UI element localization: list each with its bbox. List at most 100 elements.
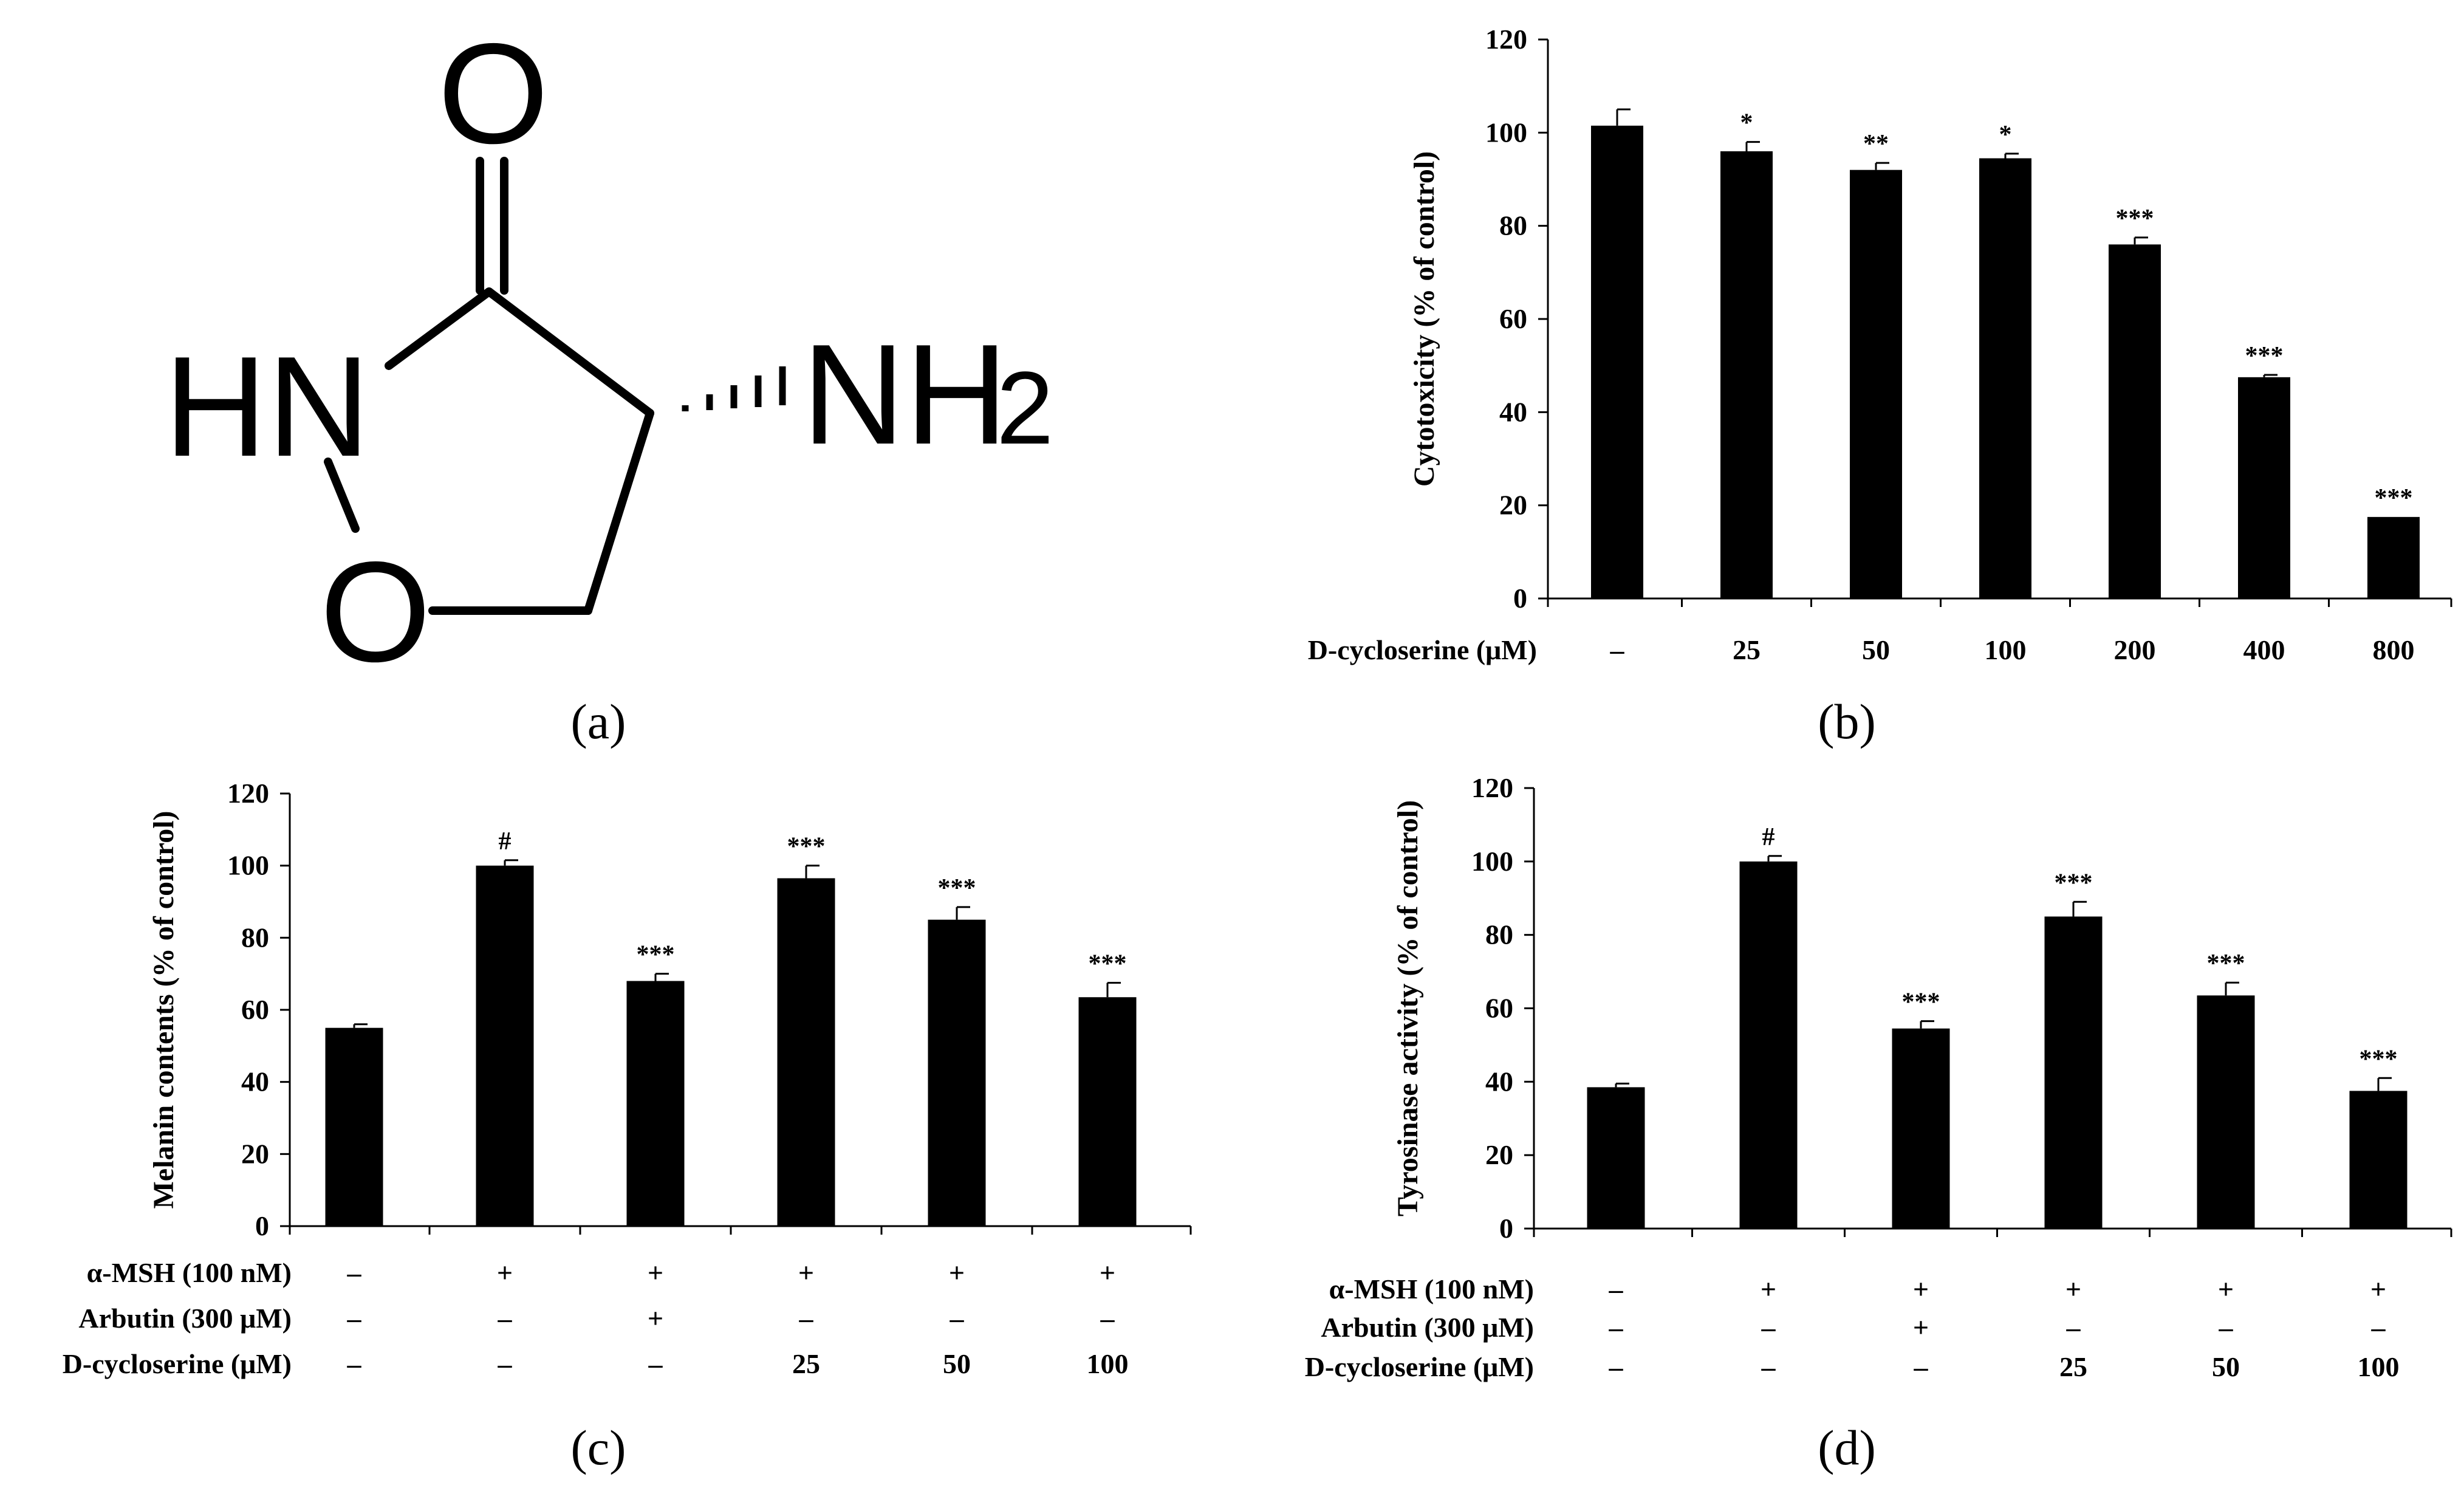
treatment-row-value: 50 (1862, 634, 1890, 665)
bar (1720, 151, 1773, 598)
treatment-row-value: – (1609, 1274, 1624, 1305)
y-axis-label: Tyrosinase activity (% of control) (1392, 800, 1424, 1216)
bar (1892, 1028, 1950, 1229)
molecule-structure: O HN O NH 2 (164, 13, 1054, 691)
y-tick-label: 60 (1485, 993, 1513, 1024)
panel-label-d: (d) (1818, 1420, 1876, 1475)
panel-label-b: (b) (1818, 694, 1876, 749)
bar (1587, 1087, 1645, 1229)
significance-label: *** (2055, 869, 2093, 897)
significance-label: *** (2375, 484, 2413, 512)
bar (777, 878, 835, 1226)
atom-hn: HN (164, 326, 370, 486)
treatment-row-label: D-cycloserine (μM) (1305, 1351, 1534, 1382)
treatment-row-value: + (2065, 1274, 2081, 1305)
treatment-row-value: 800 (2373, 634, 2415, 665)
hashed-wedge-bond (682, 366, 786, 411)
y-tick-label: 100 (1485, 117, 1527, 148)
panel-label-a: (a) (570, 694, 626, 749)
treatment-row-value: 100 (2358, 1351, 2400, 1382)
significance-label: *** (938, 874, 976, 902)
significance-label: *** (2360, 1045, 2398, 1073)
bar (2238, 377, 2290, 598)
atom-nh: NH (802, 314, 1008, 474)
treatment-row-label: Arbutin (300 μM) (1321, 1312, 1534, 1343)
treatment-row-value: – (1100, 1303, 1115, 1334)
y-tick-label: 40 (1485, 1066, 1513, 1097)
treatment-row-label: α-MSH (100 nM) (1329, 1274, 1534, 1305)
bar (1979, 158, 2031, 598)
bond-c3-c4 (485, 287, 654, 417)
significance-label: *** (1902, 989, 1940, 1017)
treatment-row-value: 200 (2114, 634, 2156, 665)
treatment-row-value: – (1609, 1312, 1624, 1343)
treatment-row-label: α-MSH (100 nM) (87, 1257, 292, 1288)
treatment-row-value: + (1100, 1257, 1115, 1288)
y-tick-label: 60 (241, 994, 269, 1025)
treatment-row-value: + (1761, 1274, 1776, 1305)
treatment-row-value: – (799, 1303, 814, 1334)
treatment-row-value: 100 (1985, 634, 2027, 665)
bar (1078, 997, 1137, 1226)
treatment-row-label: D-cycloserine (μM) (63, 1348, 292, 1379)
treatment-row-value: + (798, 1257, 814, 1288)
y-tick-label: 40 (1499, 396, 1527, 427)
treatment-row-value: + (648, 1303, 663, 1334)
treatment-row-label: Arbutin (300 μM) (78, 1303, 292, 1334)
significance-label: * (1999, 121, 2012, 149)
significance-label: *** (2116, 205, 2154, 233)
y-tick-label: 20 (1499, 490, 1527, 521)
y-tick-label: 0 (1499, 1213, 1513, 1244)
chart-tyrosinase-activity: 0 20 40 60 80 100 120 Tyrosinase activity (% of… (1305, 772, 2452, 1382)
bar (928, 919, 986, 1226)
treatment-row-value: – (347, 1303, 362, 1334)
atom-subscript-2: 2 (996, 351, 1054, 466)
bar (1739, 861, 1798, 1229)
bar (1850, 170, 1902, 599)
treatment-row-value: – (950, 1303, 965, 1334)
treatment-row-value: – (1761, 1351, 1776, 1382)
bond-n-c3 (385, 287, 493, 370)
treatment-row-value: + (2370, 1274, 2386, 1305)
treatment-row-value: 25 (792, 1348, 820, 1379)
treatment-row-value: – (1914, 1351, 1929, 1382)
y-tick-label: 80 (1485, 919, 1513, 950)
y-tick-label: 120 (1471, 772, 1513, 803)
bond-n-o (324, 458, 360, 533)
significance-label: # (499, 828, 512, 855)
y-tick-label: 60 (1499, 303, 1527, 334)
bar (476, 865, 534, 1226)
y-tick-label: 80 (241, 922, 269, 953)
chart-cytotoxicity: 0 20 40 60 80 100 120 Cytotoxicity (% of contro… (1308, 24, 2452, 665)
treatment-row-value: – (2371, 1312, 2386, 1343)
atom-oxygen-carbonyl: O (438, 13, 549, 173)
significance-label: * (1740, 109, 1753, 137)
y-tick-label: 100 (227, 850, 269, 881)
bond-c4-c5 (584, 409, 654, 615)
y-tick-label: 20 (241, 1138, 269, 1169)
panel-label-c: (c) (570, 1420, 626, 1475)
treatment-row-value: – (347, 1257, 362, 1288)
treatment-row-value: – (2219, 1312, 2234, 1343)
treatment-row-value: + (1913, 1274, 1929, 1305)
y-tick-label: 120 (1485, 24, 1527, 55)
treatment-row-value: 400 (2243, 634, 2285, 665)
treatment-row-value: + (949, 1257, 965, 1288)
treatment-row-value: + (2218, 1274, 2234, 1305)
atom-oxygen-ring: O (320, 532, 431, 691)
treatment-row-value: 50 (943, 1348, 971, 1379)
treatment-row-value: + (497, 1257, 513, 1288)
significance-label: *** (637, 941, 675, 969)
treatment-row-value: + (1913, 1312, 1929, 1343)
y-tick-label: 100 (1471, 846, 1513, 877)
bar (626, 981, 685, 1226)
chart-melanin-contents: 0 20 40 60 80 100 120 Melanin contents (% of co… (63, 778, 1192, 1379)
bar (2349, 1091, 2408, 1229)
y-tick-label: 40 (241, 1066, 269, 1097)
treatment-row-value: 50 (2212, 1351, 2240, 1382)
bar (2367, 516, 2420, 598)
significance-label: *** (787, 833, 826, 861)
bar (2109, 244, 2161, 598)
bar (325, 1027, 383, 1226)
